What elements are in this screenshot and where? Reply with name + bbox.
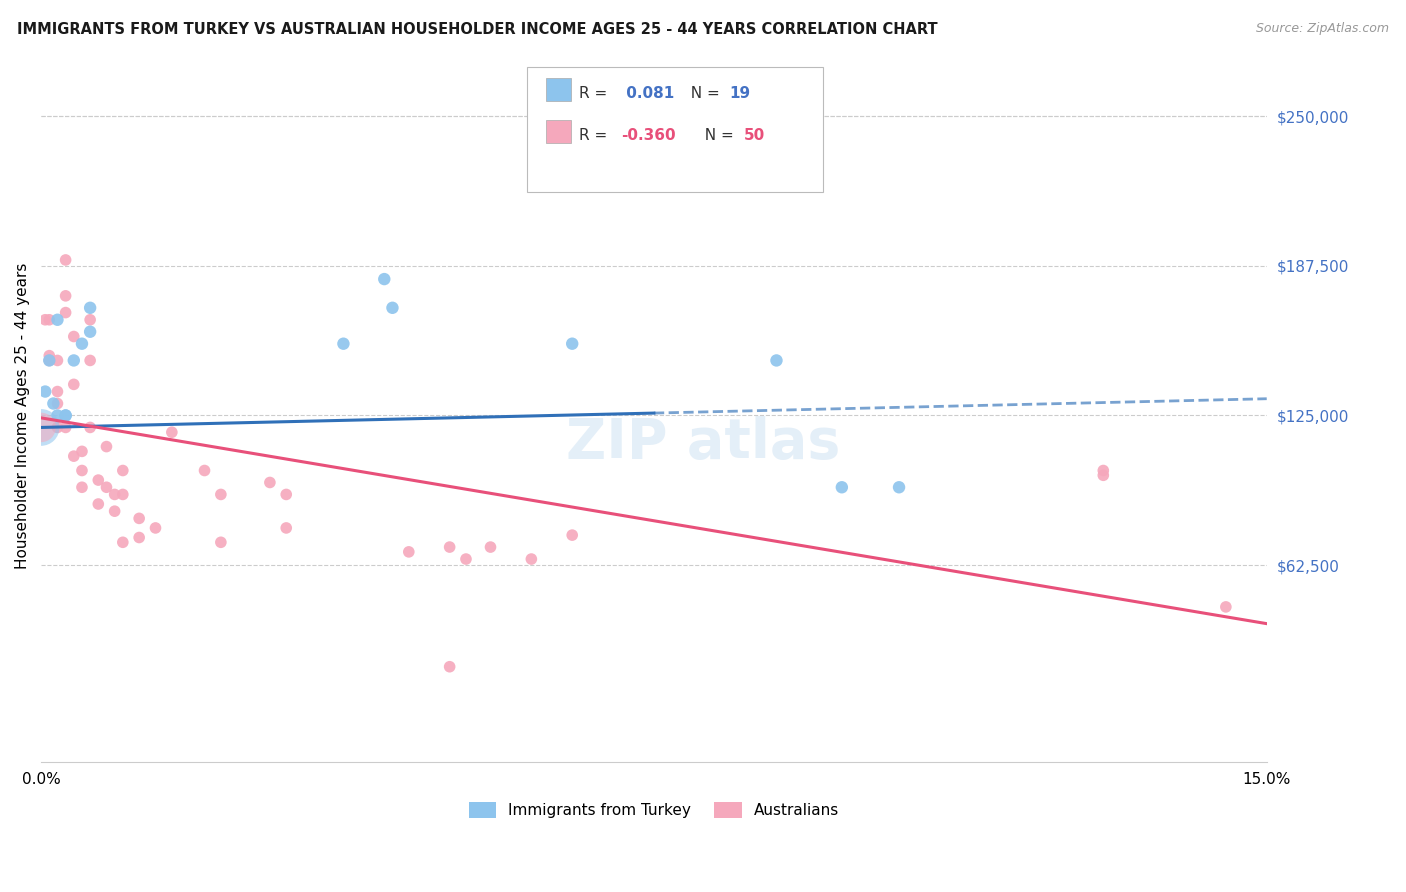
Point bbox=[381, 301, 404, 315]
Point bbox=[34, 312, 56, 326]
Point bbox=[62, 329, 84, 343]
Point bbox=[111, 535, 134, 549]
Point bbox=[38, 353, 60, 368]
Point bbox=[520, 552, 543, 566]
Point bbox=[259, 475, 281, 490]
Point bbox=[1215, 599, 1237, 614]
Point bbox=[30, 420, 52, 434]
Point bbox=[55, 409, 77, 423]
Point bbox=[46, 384, 69, 399]
Text: 19: 19 bbox=[730, 86, 751, 101]
Point bbox=[373, 272, 395, 286]
Point bbox=[30, 420, 52, 434]
Text: ZIP atlas: ZIP atlas bbox=[565, 417, 841, 470]
Text: 0.081: 0.081 bbox=[621, 86, 675, 101]
Point bbox=[96, 440, 118, 454]
Point bbox=[55, 409, 77, 423]
Point bbox=[276, 521, 298, 535]
Point bbox=[111, 487, 134, 501]
Point bbox=[209, 535, 232, 549]
Y-axis label: Householder Income Ages 25 - 44 years: Householder Income Ages 25 - 44 years bbox=[15, 262, 30, 569]
Point bbox=[34, 384, 56, 399]
Point bbox=[128, 531, 150, 545]
Point bbox=[831, 480, 853, 494]
Point bbox=[96, 480, 118, 494]
Point bbox=[561, 336, 583, 351]
Point bbox=[46, 420, 69, 434]
Point bbox=[145, 521, 167, 535]
Point bbox=[38, 353, 60, 368]
Point bbox=[79, 301, 101, 315]
Text: R =: R = bbox=[579, 86, 613, 101]
Point bbox=[193, 463, 215, 477]
Point bbox=[42, 396, 65, 410]
Point bbox=[55, 289, 77, 303]
Text: R =: R = bbox=[579, 128, 613, 143]
Point bbox=[128, 511, 150, 525]
Point bbox=[104, 504, 127, 518]
Point bbox=[479, 540, 502, 554]
Legend: Immigrants from Turkey, Australians: Immigrants from Turkey, Australians bbox=[463, 796, 845, 824]
Point bbox=[104, 487, 127, 501]
Point bbox=[1092, 463, 1115, 477]
Point bbox=[87, 473, 110, 487]
Point bbox=[70, 480, 93, 494]
Point bbox=[70, 336, 93, 351]
Point bbox=[79, 325, 101, 339]
Point bbox=[765, 353, 787, 368]
Point bbox=[87, 497, 110, 511]
Point bbox=[46, 396, 69, 410]
Point bbox=[398, 545, 420, 559]
Point bbox=[55, 420, 77, 434]
Point bbox=[79, 312, 101, 326]
Point bbox=[46, 353, 69, 368]
Point bbox=[276, 487, 298, 501]
Point bbox=[160, 425, 183, 440]
Point bbox=[454, 552, 477, 566]
Text: N =: N = bbox=[681, 86, 724, 101]
Point bbox=[38, 312, 60, 326]
Point bbox=[55, 305, 77, 319]
Text: N =: N = bbox=[695, 128, 738, 143]
Point bbox=[111, 463, 134, 477]
Point bbox=[70, 444, 93, 458]
Point bbox=[439, 540, 461, 554]
Point bbox=[79, 420, 101, 434]
Point bbox=[46, 312, 69, 326]
Text: -0.360: -0.360 bbox=[621, 128, 676, 143]
Point bbox=[887, 480, 910, 494]
Point bbox=[332, 336, 354, 351]
Point bbox=[79, 353, 101, 368]
Point bbox=[38, 349, 60, 363]
Point bbox=[561, 528, 583, 542]
Point bbox=[55, 252, 77, 267]
Point bbox=[62, 377, 84, 392]
Text: 50: 50 bbox=[744, 128, 765, 143]
Text: IMMIGRANTS FROM TURKEY VS AUSTRALIAN HOUSEHOLDER INCOME AGES 25 - 44 YEARS CORRE: IMMIGRANTS FROM TURKEY VS AUSTRALIAN HOU… bbox=[17, 22, 938, 37]
Point bbox=[209, 487, 232, 501]
Point bbox=[70, 463, 93, 477]
Point bbox=[62, 353, 84, 368]
Text: Source: ZipAtlas.com: Source: ZipAtlas.com bbox=[1256, 22, 1389, 36]
Point bbox=[62, 449, 84, 463]
Point bbox=[1092, 468, 1115, 483]
Point bbox=[439, 659, 461, 673]
Point bbox=[46, 409, 69, 423]
